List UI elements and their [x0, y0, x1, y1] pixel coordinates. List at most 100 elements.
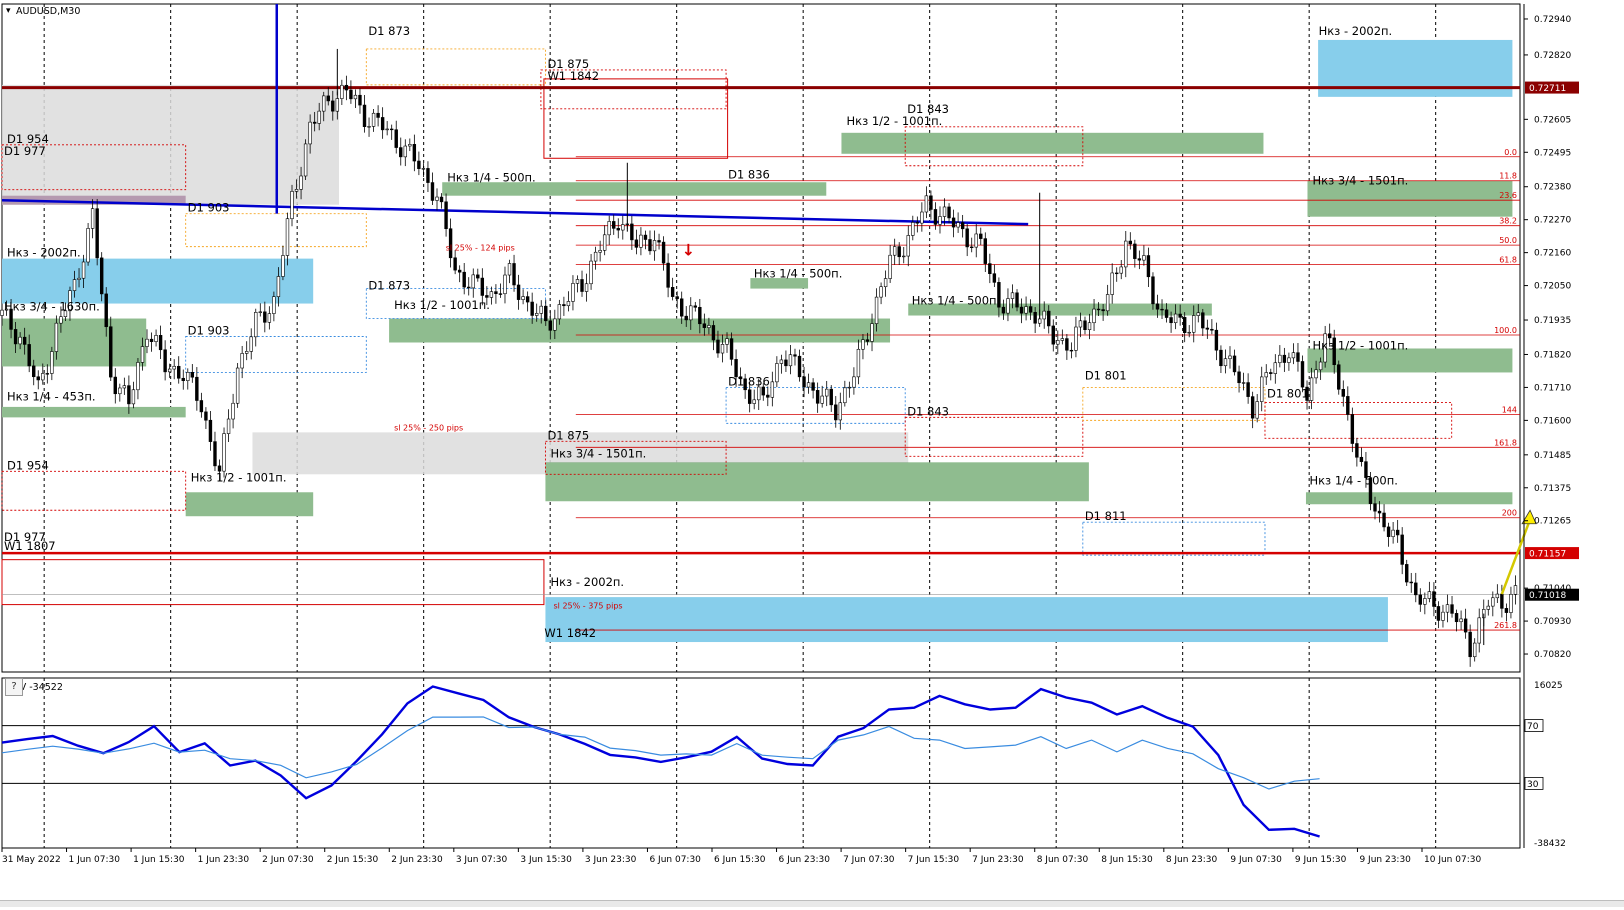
level-box — [185, 213, 367, 248]
candle-body — [670, 287, 675, 297]
candle-body — [1237, 371, 1241, 384]
candle-body — [580, 279, 584, 292]
time-tick-label: 9 Jun 07:30 — [1230, 855, 1282, 865]
zone-box[interactable] — [1307, 180, 1513, 217]
level-box — [904, 416, 1084, 457]
candle-body — [648, 239, 652, 252]
candle-body — [1228, 355, 1232, 360]
zone-box[interactable] — [545, 597, 1388, 643]
candle-body — [50, 351, 54, 374]
price-tick-label: 0.72605 — [1534, 115, 1571, 125]
candle-body — [1128, 240, 1133, 245]
candle-body — [1160, 308, 1164, 311]
candle-body — [1024, 306, 1028, 314]
candle-body — [1423, 598, 1427, 605]
candle-body — [1278, 354, 1282, 364]
candle-body — [1472, 642, 1477, 658]
candle-body — [566, 301, 571, 307]
price-tick-label: 0.72380 — [1534, 183, 1571, 193]
zone-box[interactable] — [2, 195, 186, 205]
trend-line[interactable] — [1, 198, 1029, 226]
candle-body — [149, 338, 154, 342]
candle-body — [412, 144, 417, 162]
price-pane[interactable]: 0.0 11.8 23.6 38.2 50.0 61.8 100.0 144 161.8 200 2… — [0, 3, 1537, 694]
level-label: D1 875 — [547, 428, 589, 442]
candle-body — [1441, 611, 1445, 621]
horizontal-scrollbar[interactable] — [0, 900, 1624, 907]
level-label: D1 977 — [4, 144, 46, 158]
candle-body — [584, 283, 589, 292]
obv-ma-line[interactable] — [1, 716, 1320, 790]
level-label: Нкз 1/2 - 1001п. — [191, 470, 287, 484]
candle-body — [1346, 396, 1350, 415]
candle-body — [54, 322, 59, 352]
candle-body — [806, 382, 811, 388]
candle-body — [18, 336, 22, 345]
zone-box[interactable] — [389, 318, 891, 343]
time-tick-label: 1 Jun 23:30 — [198, 855, 250, 865]
candle-body — [222, 433, 226, 472]
level-label: D1 873 — [368, 279, 410, 293]
candle-body — [1391, 529, 1395, 537]
candle-body — [720, 344, 725, 354]
candle-body — [376, 112, 380, 118]
zone-box[interactable] — [908, 303, 1212, 316]
time-axis: 31 May 2022 1 Jun 07:30 1 Jun 15:30 1 Jun 2… — [1, 848, 1481, 865]
zone-box[interactable] — [545, 462, 1089, 502]
price-tick-label: 0.72495 — [1534, 148, 1571, 158]
candle-body — [77, 277, 81, 280]
chart-menu-icon[interactable]: ▾ — [6, 6, 11, 16]
price-tick-label: 0.70930 — [1534, 617, 1571, 627]
zone-box[interactable] — [185, 492, 314, 517]
candle-body — [1146, 255, 1151, 278]
candle-body — [602, 234, 607, 251]
candle-body — [244, 351, 249, 354]
zone-box[interactable] — [1307, 348, 1513, 373]
candle-body — [1006, 298, 1010, 314]
candle-body — [385, 128, 389, 131]
time-tick-label: 8 Jun 23:30 — [1166, 855, 1218, 865]
level-label: D1 977 — [4, 530, 46, 544]
candle-body — [770, 381, 775, 398]
candle-body — [485, 295, 489, 298]
candle-body — [213, 441, 217, 467]
candle-body — [920, 211, 924, 224]
candle-body — [938, 216, 942, 225]
candle-body — [612, 221, 616, 229]
candle-body — [59, 316, 63, 324]
level-box — [904, 126, 1084, 167]
candle-body — [380, 117, 385, 131]
candle-body — [217, 465, 222, 472]
candle-body — [389, 128, 394, 131]
candle-body — [9, 308, 13, 330]
zone-box[interactable] — [1305, 492, 1513, 505]
candle-body — [1164, 309, 1169, 318]
zone-box[interactable] — [841, 132, 1264, 154]
zone-box[interactable] — [750, 278, 809, 289]
candle-body — [63, 310, 68, 317]
candle-body — [231, 402, 235, 420]
level-label: D1 811 — [1085, 509, 1127, 523]
candle-body — [322, 95, 326, 112]
zone-box[interactable] — [2, 406, 186, 418]
zone-box[interactable] — [442, 182, 827, 196]
candle-body — [707, 325, 711, 328]
candle-body — [285, 218, 290, 256]
candle-body — [947, 206, 951, 219]
zone-box[interactable] — [2, 258, 314, 304]
obv-line[interactable] — [1, 685, 1320, 838]
candle-body — [544, 305, 548, 322]
help-button[interactable]: ? — [5, 678, 23, 696]
level-label: D1 836 — [728, 168, 770, 182]
candle-body — [1432, 591, 1436, 607]
forecast-arrow[interactable] — [1500, 521, 1531, 595]
price-tick-label: 0.71710 — [1534, 383, 1571, 393]
candle-body — [1405, 564, 1409, 583]
obv-pane[interactable]: OBV -34522 — [1, 677, 1521, 849]
axes: 0.72940 0.72820 0.72605 0.72495 0.72380 0.722… — [1523, 4, 1579, 849]
candle-body — [766, 394, 770, 398]
candle-body — [1495, 593, 1500, 599]
candle-body — [1232, 355, 1237, 373]
